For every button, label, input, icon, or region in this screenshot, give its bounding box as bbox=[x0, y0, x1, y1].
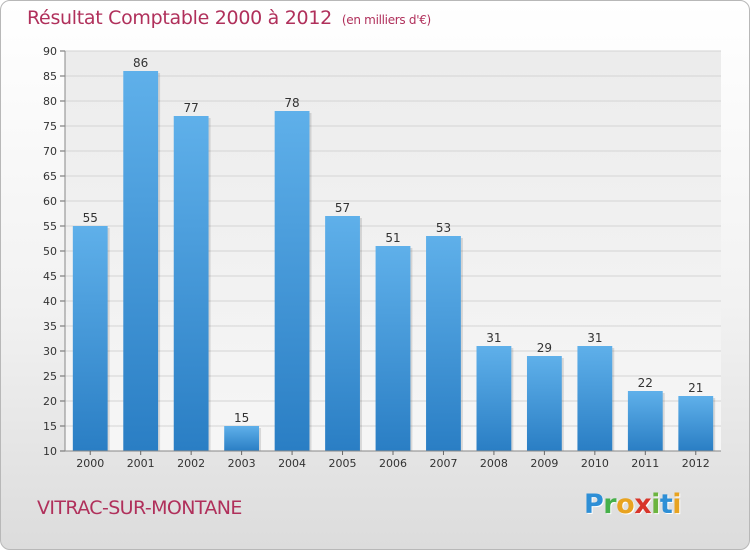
y-tick-label: 55 bbox=[43, 220, 57, 233]
x-tick-label-2009: 2009 bbox=[530, 457, 558, 470]
y-tick-label: 90 bbox=[43, 45, 57, 58]
logo-letter: r bbox=[603, 489, 617, 520]
bar-2012 bbox=[678, 396, 714, 451]
bars bbox=[72, 71, 716, 451]
x-tick-label-2002: 2002 bbox=[177, 457, 205, 470]
y-tick-label: 85 bbox=[43, 70, 57, 83]
logo-letter: o bbox=[616, 489, 635, 520]
y-tick-label: 60 bbox=[43, 195, 57, 208]
value-label-2011: 22 bbox=[638, 376, 653, 390]
y-tick-label: 20 bbox=[43, 395, 57, 408]
value-label-2006: 51 bbox=[385, 231, 400, 245]
commune-name: VITRAC-SUR-MONTANE bbox=[37, 497, 242, 519]
value-label-2012: 21 bbox=[688, 381, 703, 395]
logo-letter: t bbox=[659, 489, 673, 520]
bar-2008 bbox=[476, 346, 512, 451]
x-tick-label-2006: 2006 bbox=[379, 457, 407, 470]
x-tick-label-2003: 2003 bbox=[228, 457, 256, 470]
chart-title: Résultat Comptable 2000 à 2012 (en millie… bbox=[27, 7, 431, 29]
bar-2006 bbox=[375, 246, 411, 451]
y-tick-label: 80 bbox=[43, 95, 57, 108]
bar-2011 bbox=[627, 391, 663, 451]
x-tick-label-2012: 2012 bbox=[682, 457, 710, 470]
y-tick-label: 65 bbox=[43, 170, 57, 183]
value-label-2000: 55 bbox=[83, 211, 98, 225]
y-tick-label: 15 bbox=[43, 420, 57, 433]
chart-title-text: Résultat Comptable 2000 à 2012 bbox=[27, 7, 332, 29]
bar-2005 bbox=[325, 216, 360, 451]
y-tick-label: 30 bbox=[43, 345, 57, 358]
y-tick-label: 70 bbox=[43, 145, 57, 158]
x-tick-label-2000: 2000 bbox=[76, 457, 104, 470]
x-tick-label-2008: 2008 bbox=[480, 457, 508, 470]
y-tick-label: 50 bbox=[43, 245, 57, 258]
x-tick-label-2005: 2005 bbox=[329, 457, 357, 470]
value-label-2010: 31 bbox=[587, 331, 602, 345]
value-label-2002: 77 bbox=[184, 101, 199, 115]
bar-2007 bbox=[426, 236, 461, 451]
logo-letter: x bbox=[634, 489, 652, 520]
value-label-2001: 86 bbox=[133, 56, 148, 70]
x-axis-ticks: 2000 2001 2002 2003 2004 2005 2006 2007 2008 2009… bbox=[76, 451, 710, 470]
value-label-2009: 29 bbox=[537, 341, 552, 355]
bar-2002 bbox=[173, 116, 209, 451]
bar-2009 bbox=[526, 356, 562, 451]
y-axis-ticks: 10 15 20 25 30 35 40 45 50 55 60 65 70 75 80 85 90 bbox=[43, 45, 721, 458]
value-label-2003: 15 bbox=[234, 411, 249, 425]
value-labels: 55 86 77 15 78 57 51 53 31 29 31 22 21 bbox=[83, 56, 704, 425]
y-tick-label: 10 bbox=[43, 445, 57, 458]
y-tick-label: 35 bbox=[43, 320, 57, 333]
bar-2003 bbox=[224, 426, 260, 451]
value-label-2007: 53 bbox=[436, 221, 451, 235]
chart-unit: (en milliers d'€) bbox=[341, 13, 431, 27]
value-label-2004: 78 bbox=[284, 96, 299, 110]
x-tick-label-2001: 2001 bbox=[127, 457, 155, 470]
logo-letter: i bbox=[651, 489, 660, 520]
logo-letter: i bbox=[672, 489, 682, 520]
bar-2001 bbox=[123, 71, 159, 451]
y-tick-label: 75 bbox=[43, 120, 57, 133]
logo-letter: P bbox=[584, 489, 604, 520]
proxiti-logo: Proxiti bbox=[584, 489, 682, 520]
bar-2000 bbox=[72, 226, 108, 451]
x-tick-label-2007: 2007 bbox=[429, 457, 457, 470]
value-label-2008: 31 bbox=[486, 331, 501, 345]
x-tick-label-2011: 2011 bbox=[631, 457, 659, 470]
value-label-2005: 57 bbox=[335, 201, 350, 215]
bar-2004 bbox=[274, 111, 310, 451]
y-tick-label: 40 bbox=[43, 295, 57, 308]
x-tick-label-2010: 2010 bbox=[581, 457, 609, 470]
y-tick-label: 45 bbox=[43, 270, 57, 283]
bar-2010 bbox=[577, 346, 613, 451]
y-tick-label: 25 bbox=[43, 370, 57, 383]
x-tick-label-2004: 2004 bbox=[278, 457, 306, 470]
